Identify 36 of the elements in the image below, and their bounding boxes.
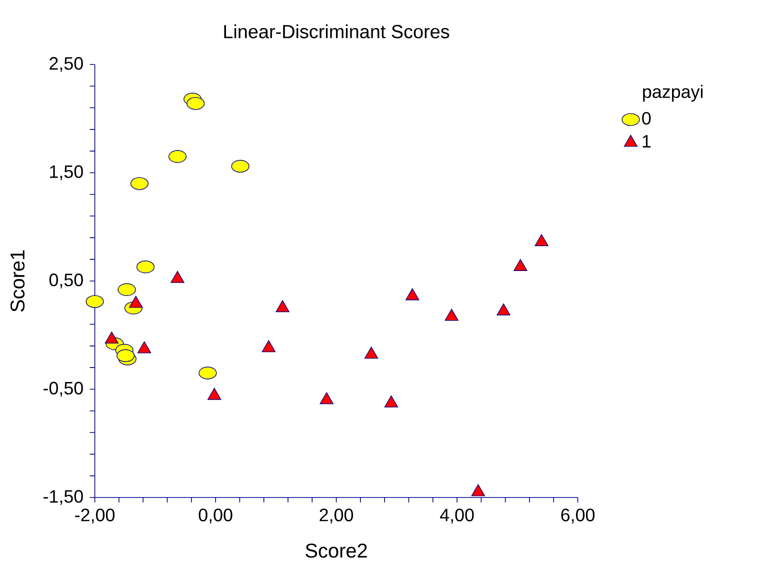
point (86, 295, 104, 308)
point (496, 303, 510, 316)
chart-title: Linear-Discriminant Scores (224, 24, 450, 38)
x-tick-label: 4,00 (440, 508, 474, 524)
y-tick-label: -0,50 (44, 382, 83, 397)
x-tick-label: 6,00 (561, 508, 595, 524)
point (186, 97, 205, 110)
point (118, 283, 136, 296)
legend-title: pazpayi (643, 84, 703, 102)
point (534, 234, 548, 246)
point (170, 270, 184, 283)
point (262, 340, 276, 352)
point (231, 160, 250, 173)
x-tick-label: 2,00 (320, 508, 354, 524)
x-tick-label: -2,00 (75, 508, 115, 524)
y-axis-title: Score1 (10, 250, 25, 312)
point (471, 484, 486, 496)
point (207, 388, 222, 400)
x-axis-title: Score2 (306, 544, 367, 558)
point (320, 392, 334, 404)
point (364, 346, 378, 359)
y-tick-label: -1,50 (44, 490, 83, 505)
point (137, 341, 152, 354)
point (276, 300, 290, 312)
point (406, 288, 420, 300)
x-tick-label: 0,00 (198, 508, 232, 524)
point (129, 296, 143, 308)
point (104, 332, 119, 344)
legend-label: 1 (642, 135, 651, 148)
y-tick-label: 0,50 (49, 274, 83, 288)
point (514, 259, 528, 271)
point (384, 395, 398, 408)
y-tick-label: 1,50 (50, 165, 83, 180)
point (444, 308, 458, 321)
legend-label: 0 (642, 112, 651, 125)
y-tick-label: 2,50 (50, 57, 83, 72)
